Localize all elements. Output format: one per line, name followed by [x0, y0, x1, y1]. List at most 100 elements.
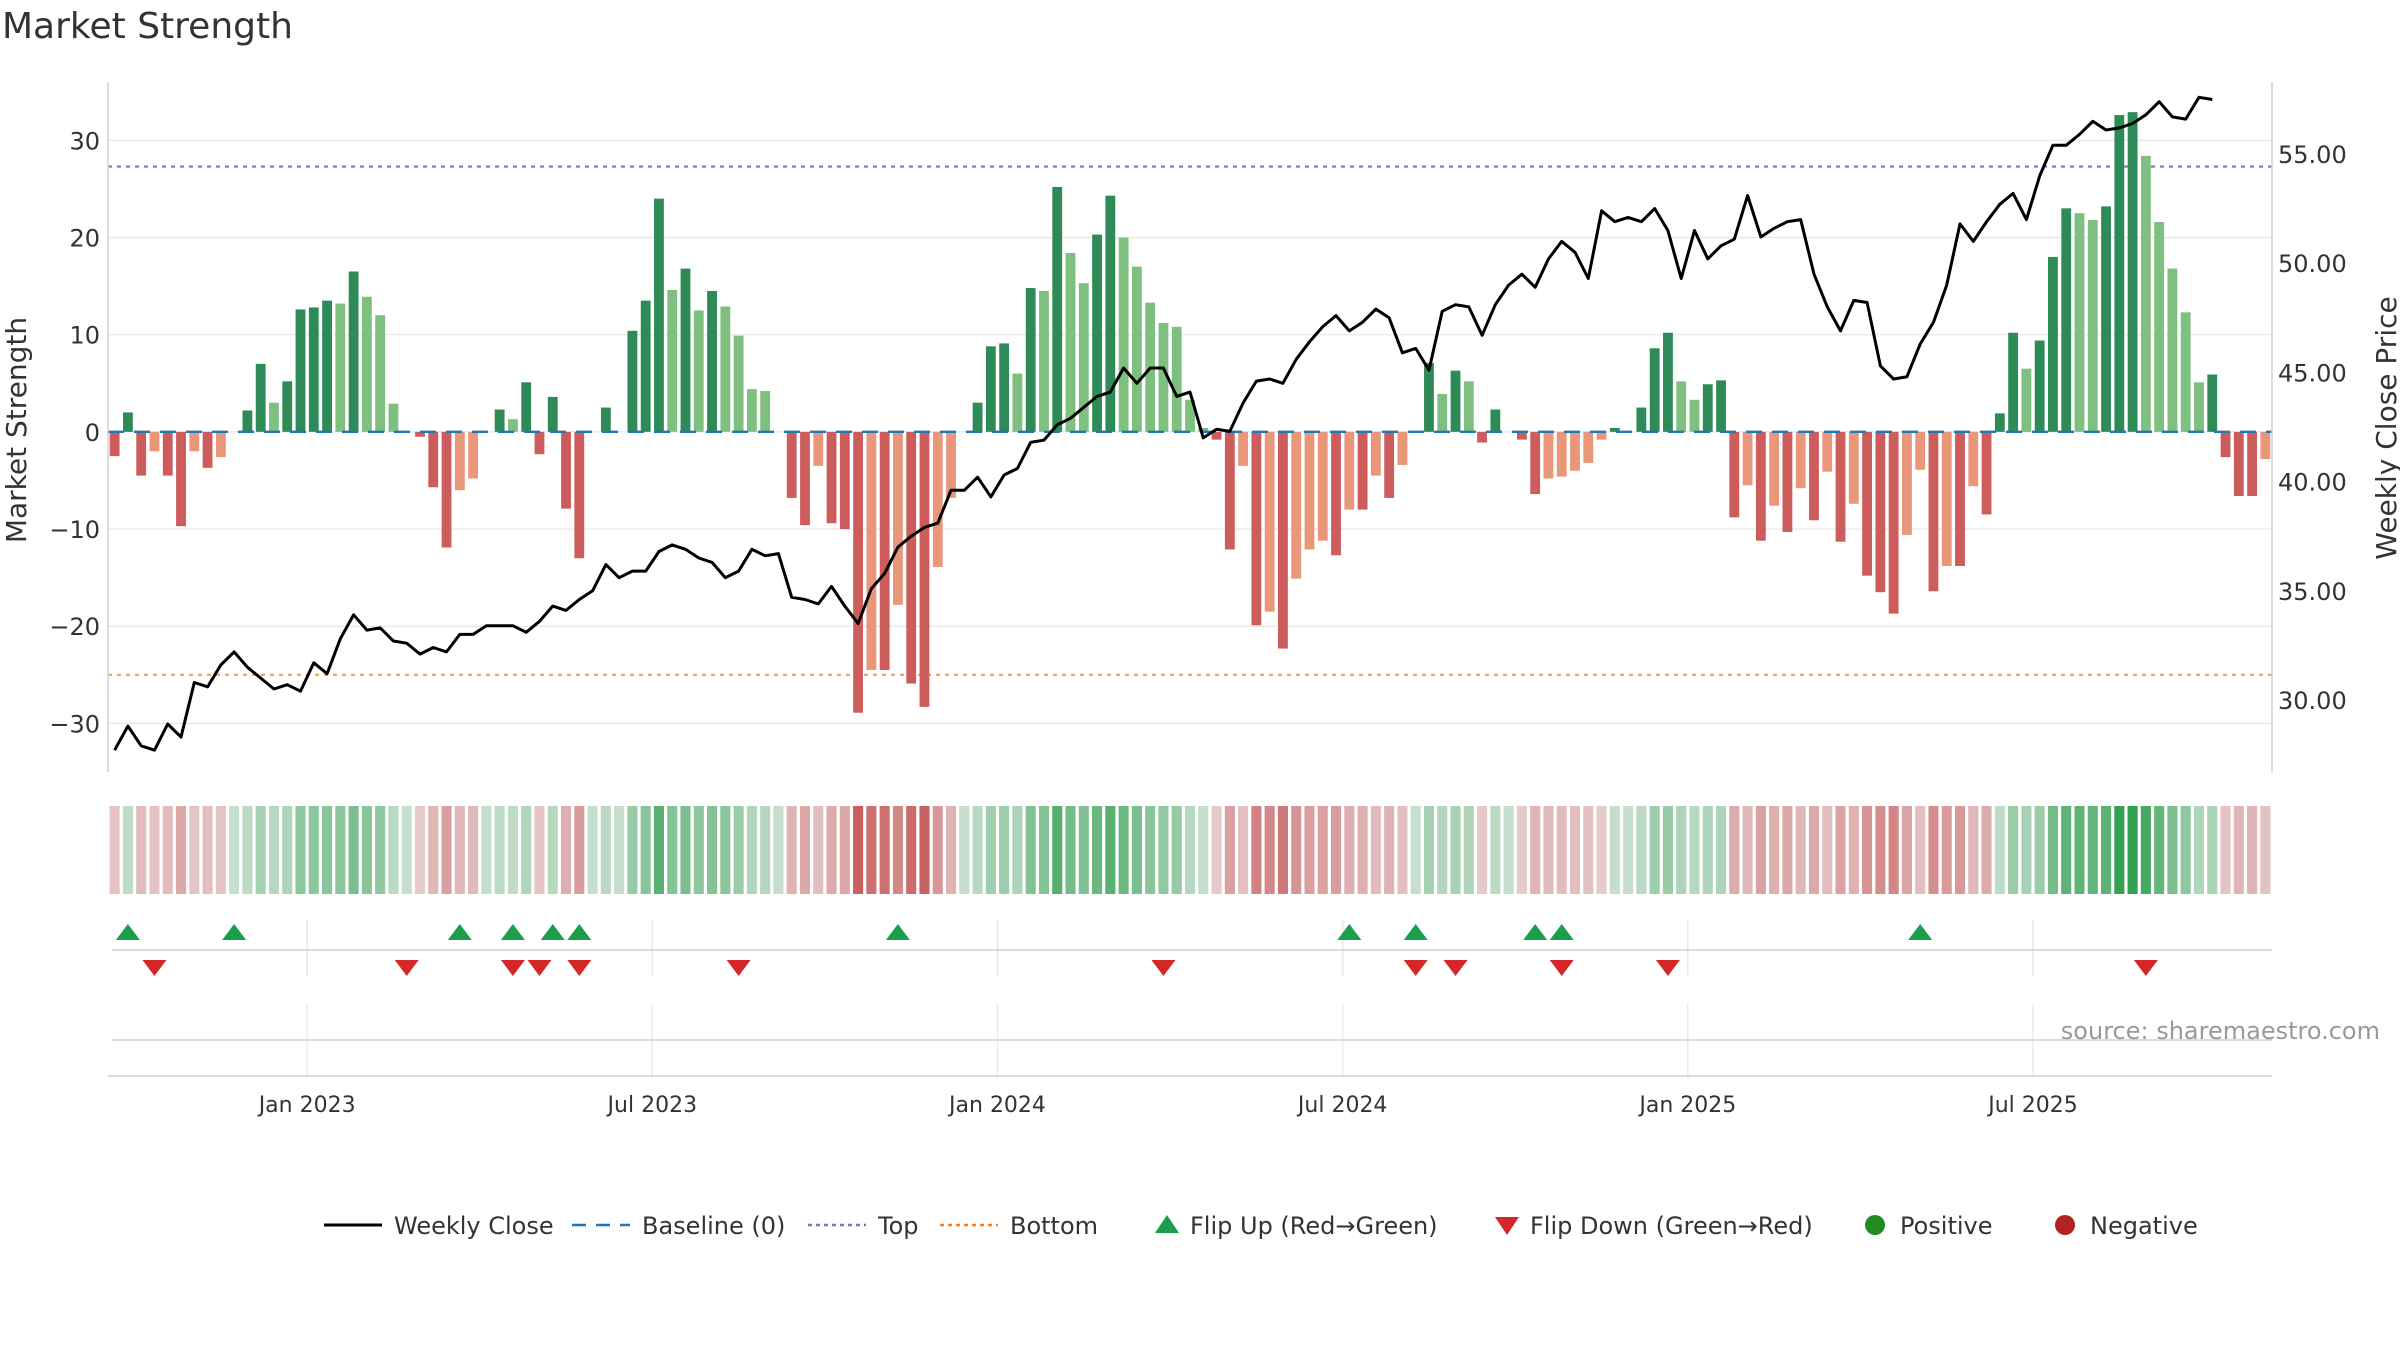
heatmap-cell [1795, 806, 1806, 894]
heatmap-cell [1317, 806, 1328, 894]
strength-bar [269, 402, 279, 432]
strength-bar [1516, 431, 1527, 440]
flip-up-marker [1523, 924, 1548, 940]
strength-bar [2087, 220, 2098, 432]
heatmap-cell [348, 806, 359, 894]
strength-bar [1543, 431, 1554, 479]
strength-bar [746, 389, 757, 432]
heatmap-cell [574, 806, 585, 894]
strength-bar [1384, 431, 1395, 498]
heatmap-cell [1729, 806, 1740, 894]
strength-bar [2114, 115, 2125, 432]
heatmap-cell [1715, 806, 1727, 894]
strength-bar [1609, 427, 1620, 432]
heatmap-cell [494, 806, 505, 894]
reference-lines [108, 165, 2272, 676]
strength-bar [826, 431, 837, 524]
heatmap-cell [1118, 806, 1129, 894]
heatmap-cell [600, 806, 611, 894]
heatmap-cell [1543, 806, 1554, 894]
legend-label: Negative [2090, 1212, 2198, 1240]
heatmap-cell [136, 806, 147, 894]
heatmap-cell [1742, 806, 1753, 894]
weekly-close-line [113, 95, 2213, 752]
heatmap-cell [1875, 806, 1886, 894]
strength-bar [1251, 431, 1262, 626]
heatmap-cell [1211, 806, 1222, 894]
heatmap-cell [1291, 806, 1302, 894]
heatmap-cell [335, 806, 346, 894]
legend-label: Top [877, 1212, 919, 1240]
strength-bar [2008, 332, 2019, 432]
strength-bar [1955, 431, 1965, 566]
strength-bar [2194, 382, 2204, 432]
heatmap-cell [1012, 806, 1023, 894]
heatmap-cell [2167, 806, 2178, 894]
weekly-close-series [113, 95, 2213, 752]
heatmap-cell [1065, 806, 1076, 894]
heatmap-cell [268, 806, 279, 894]
strength-bar [1981, 431, 1992, 515]
heatmap-cell [375, 806, 386, 894]
strength-bar [2061, 208, 2072, 432]
legend-circle-icon [1865, 1215, 1885, 1235]
heatmap-cell [1649, 806, 1660, 894]
flip-down-marker [394, 960, 419, 976]
strength-bar [335, 303, 346, 432]
heatmap-cell [1755, 806, 1766, 894]
heatmap-cell [972, 806, 983, 894]
heatmap-cell [1583, 806, 1594, 894]
strength-bar [1304, 431, 1315, 550]
heatmap-cell [1105, 806, 1116, 894]
legend-label: Baseline (0) [642, 1212, 785, 1240]
heatmap-cell [813, 806, 824, 894]
heatmap-cell [932, 806, 943, 894]
y2-tick-label: 40.00 [2278, 469, 2347, 497]
heatmap-cell [175, 806, 187, 894]
strength-bar [1105, 195, 1116, 432]
strength-bar [1994, 413, 2005, 432]
flip-down-icon [1495, 1217, 1519, 1235]
strength-bar [654, 198, 664, 432]
heatmap-cell [1038, 806, 1050, 894]
heatmap-cell [866, 806, 877, 894]
heatmap-cell [826, 806, 837, 894]
strength-bar [2034, 340, 2045, 432]
flip-down-marker [500, 960, 525, 976]
heatmap-cell [215, 806, 226, 894]
strength-bar [308, 307, 319, 432]
strength-bar [1663, 332, 1673, 432]
strength-bar [1238, 431, 1249, 466]
strength-bar [574, 431, 585, 559]
heatmap-cell [1357, 806, 1368, 894]
strength-bar [1397, 431, 1408, 465]
strength-bar [1968, 431, 1979, 487]
flip-up-marker [540, 924, 565, 940]
heatmap-cell [1676, 806, 1687, 894]
y2-tick-label: 30.00 [2278, 687, 2347, 715]
heatmap-cell [1636, 806, 1647, 894]
flip-up-marker [222, 924, 247, 940]
heatmap-cell [1503, 806, 1514, 894]
strength-bar [1370, 431, 1381, 476]
strength-bar [2233, 431, 2244, 496]
strength-bar [906, 431, 917, 684]
strength-bar [1556, 431, 1567, 477]
heatmap-cell [1370, 806, 1381, 894]
heatmap-cell [1463, 806, 1474, 894]
y-tick-label: 30 [69, 127, 100, 155]
flip-down-marker [726, 960, 751, 976]
heatmap-cell [1450, 806, 1461, 894]
heatmap-cell [149, 806, 160, 894]
heatmap-cell [2154, 806, 2165, 894]
heatmap-cell [1092, 806, 1103, 894]
strength-heatmap-strip [109, 806, 2271, 894]
strength-bar [1171, 326, 1182, 432]
heatmap-cell [1145, 806, 1156, 894]
heatmap-cell [919, 806, 930, 894]
strength-bar [2021, 368, 2032, 432]
heatmap-cell [2247, 806, 2258, 894]
heatmap-cell [521, 806, 532, 894]
heatmap-cell [428, 806, 439, 894]
legend-label: Positive [1900, 1212, 1993, 1240]
